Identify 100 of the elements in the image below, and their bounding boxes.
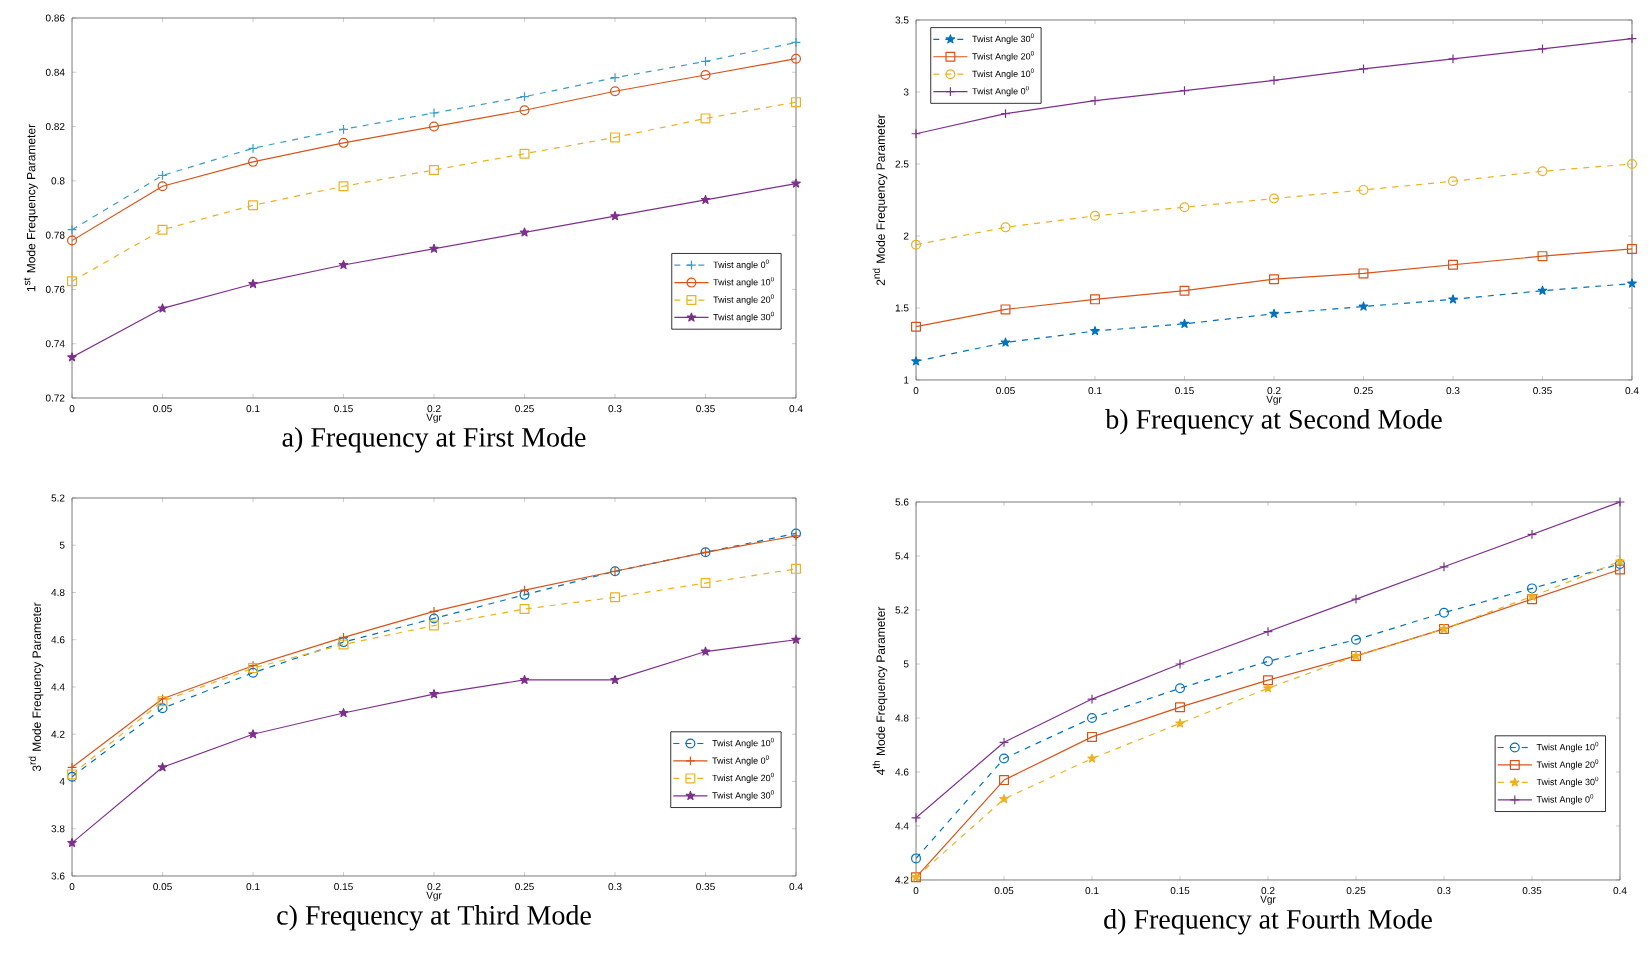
point <box>610 132 621 143</box>
point <box>1090 95 1101 106</box>
point <box>1179 202 1190 213</box>
point <box>1175 683 1185 694</box>
point <box>1090 210 1101 221</box>
point <box>791 37 802 48</box>
point <box>610 211 620 221</box>
point <box>429 620 440 631</box>
point <box>700 69 711 80</box>
point <box>157 762 168 772</box>
point <box>610 592 621 603</box>
point <box>791 97 802 108</box>
point <box>1448 259 1458 270</box>
point <box>999 775 1010 786</box>
point <box>519 105 530 116</box>
point <box>1448 176 1458 187</box>
point <box>1351 594 1361 605</box>
point <box>1175 658 1185 669</box>
point <box>1358 301 1369 311</box>
point <box>519 227 530 237</box>
point <box>67 276 78 287</box>
point <box>1087 731 1098 742</box>
point <box>248 200 259 211</box>
point <box>999 737 1010 748</box>
point <box>338 137 349 148</box>
point <box>1527 529 1537 540</box>
point <box>248 278 258 289</box>
point <box>248 143 259 154</box>
point <box>338 181 349 192</box>
text: a) Frequency at First Mode <box>282 427 586 453</box>
point <box>1179 318 1190 328</box>
point <box>429 613 440 624</box>
point <box>1179 285 1190 296</box>
point <box>1269 308 1279 318</box>
point <box>519 674 530 685</box>
point <box>700 578 711 589</box>
point <box>1439 607 1449 618</box>
point <box>700 113 711 124</box>
point <box>911 356 921 366</box>
point <box>429 164 440 175</box>
point <box>1537 251 1548 262</box>
point <box>1000 222 1011 233</box>
point <box>1000 304 1011 315</box>
point <box>1175 702 1185 713</box>
point <box>67 837 77 848</box>
point <box>791 634 801 644</box>
point <box>1358 268 1369 279</box>
point <box>1448 53 1458 64</box>
point <box>1627 158 1637 169</box>
point <box>429 243 439 253</box>
point <box>338 707 349 718</box>
point <box>1263 675 1273 686</box>
point <box>157 703 168 714</box>
point <box>791 178 801 188</box>
point <box>911 321 922 332</box>
point <box>610 86 621 97</box>
point <box>1351 634 1361 645</box>
point <box>1527 583 1537 594</box>
point <box>519 148 530 159</box>
point <box>519 604 530 615</box>
text: d) Frequency at Fourth Mode <box>1104 909 1432 935</box>
point <box>1358 184 1369 195</box>
point <box>1627 278 1637 288</box>
point <box>1615 564 1625 575</box>
point <box>429 121 440 132</box>
point <box>1448 294 1458 304</box>
point <box>610 72 621 83</box>
point <box>700 194 711 205</box>
point <box>610 674 620 685</box>
point <box>338 259 349 270</box>
point <box>700 646 711 656</box>
point <box>1175 718 1185 728</box>
point <box>1358 63 1369 74</box>
point <box>1269 75 1279 86</box>
point <box>791 563 802 574</box>
point <box>1627 243 1637 254</box>
point <box>1090 326 1100 336</box>
point <box>429 107 440 118</box>
point <box>429 689 439 699</box>
point <box>999 753 1010 764</box>
text: c) Frequency at Third Mode <box>277 905 591 931</box>
point <box>67 224 78 235</box>
point <box>1537 166 1548 177</box>
point <box>1087 753 1097 763</box>
point <box>911 239 922 250</box>
point <box>1269 193 1279 204</box>
point <box>1263 656 1273 667</box>
point <box>1000 337 1011 347</box>
point <box>999 793 1009 804</box>
point <box>1537 285 1548 295</box>
point <box>1439 561 1449 572</box>
point <box>1263 683 1273 693</box>
point <box>248 156 259 167</box>
text: b) Frequency at Second Mode <box>1105 409 1442 435</box>
point <box>1087 694 1098 705</box>
point <box>157 224 168 235</box>
point <box>1269 274 1279 285</box>
point <box>248 729 258 739</box>
point <box>1090 294 1101 305</box>
point <box>157 181 168 192</box>
